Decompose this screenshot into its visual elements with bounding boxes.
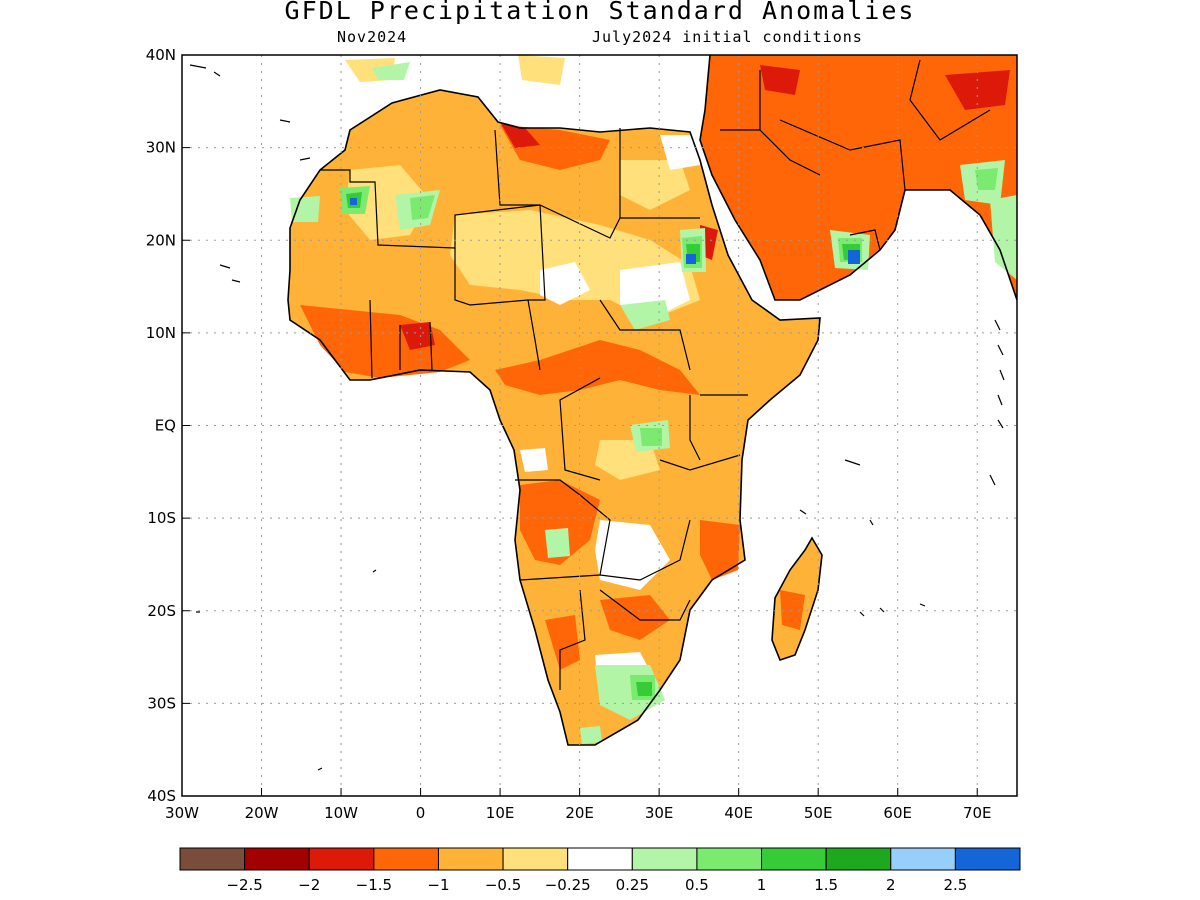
lon-label-5: 20E [565, 804, 594, 822]
colorbar-label-2: −1.5 [356, 876, 392, 894]
asia-land [700, 55, 1017, 300]
colorbar-swatch-10 [825, 847, 892, 871]
colorbar-label-4: −0.5 [485, 876, 521, 894]
lat-label-2: 20N [146, 231, 176, 249]
initial-conditions: July2024 initial conditions [592, 28, 863, 46]
lon-label-2: 10W [324, 804, 358, 822]
colorbar-label-11: 2.5 [943, 876, 967, 894]
colorbar-swatch-6 [567, 847, 633, 871]
colorbar-swatch-4 [437, 847, 504, 871]
axis-ticks: 30W 20W 10W 0 10E 20E 30E 40E 50E 60E 70E 40N 30N 20N… [146, 46, 992, 822]
colorbar-swatch-12 [954, 847, 1021, 871]
lon-label-0: 30W [165, 804, 199, 822]
lon-label-8: 50E [804, 804, 833, 822]
colorbar-swatch-8 [696, 847, 763, 871]
colorbar-swatch-5 [502, 847, 569, 871]
lon-label-1: 20W [245, 804, 279, 822]
colorbar-label-3: −1 [427, 876, 449, 894]
colorbar-label-6: 0.25 [616, 876, 649, 894]
lat-label-5: 10S [147, 509, 176, 527]
islands [189, 64, 1005, 771]
gridlines [182, 55, 1017, 796]
lat-label-7: 30S [147, 694, 176, 712]
lat-label-6: 20S [147, 602, 176, 620]
forecast-month: Nov2024 [337, 28, 408, 46]
colorbar-swatch-7 [631, 847, 698, 871]
lon-label-9: 60E [883, 804, 912, 822]
colorbar-swatch-1 [244, 847, 310, 871]
colorbar: −2.5 −2 −1.5 −1 −0.5 −0.25 0.25 0.5 1 1.5 2 2.5 [179, 847, 1021, 894]
colorbar-swatch-3 [373, 847, 439, 871]
map-title: GFDL Precipitation Standard Anomalies [284, 0, 916, 25]
lon-label-6: 30E [645, 804, 674, 822]
country-borders [320, 59, 991, 690]
coastlines [287, 55, 1017, 746]
lon-label-4: 10E [486, 804, 515, 822]
lat-label-8: 40S [147, 787, 176, 805]
lat-label-4: EQ [155, 417, 176, 435]
lat-label-1: 30N [146, 139, 176, 157]
lat-label-0: 40N [146, 46, 176, 64]
colorbar-label-8: 1 [757, 876, 767, 894]
lat-label-3: 10N [146, 324, 176, 342]
colorbar-swatch-2 [308, 847, 375, 871]
colorbar-swatch-11 [890, 847, 956, 871]
lon-label-7: 40E [724, 804, 753, 822]
colorbar-label-9: 1.5 [814, 876, 838, 894]
colorbar-swatch-0 [179, 847, 246, 871]
colorbar-label-0: −2.5 [226, 876, 262, 894]
lon-label-10: 70E [963, 804, 992, 822]
colorbar-label-7: 0.5 [685, 876, 709, 894]
colorbar-label-1: −2 [298, 876, 320, 894]
colorbar-label-10: 2 [886, 876, 896, 894]
colorbar-label-5: −0.25 [545, 876, 591, 894]
colorbar-swatch-9 [761, 847, 827, 871]
anomaly-field [288, 55, 1017, 745]
lon-label-3: 0 [416, 804, 426, 822]
